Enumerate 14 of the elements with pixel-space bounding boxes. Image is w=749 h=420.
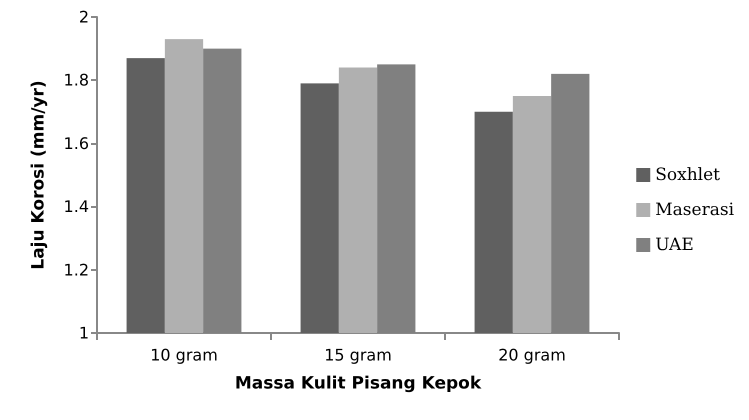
y-axis-title: Laju Korosi (mm/yr) [28, 80, 48, 270]
legend-label: Maserasi [655, 200, 735, 220]
y-tick-label: 1.6 [64, 134, 89, 153]
legend-label: UAE [655, 235, 694, 255]
legend-label: Soxhlet [655, 165, 720, 185]
y-tick-label: 1.8 [64, 70, 89, 90]
x-tick-label: 10 gram [150, 346, 218, 364]
y-tick-label: 1.2 [64, 260, 89, 280]
y-tick-label: 1.4 [64, 197, 89, 216]
y-tick-label: 1 [78, 324, 89, 342]
x-tick-label: 20 gram [498, 346, 566, 364]
y-tick-label: 2 [78, 8, 89, 26]
x-tick-label: 15 gram [324, 346, 392, 364]
x-axis-title: Massa Kulit Pisang Kepok [234, 374, 482, 394]
